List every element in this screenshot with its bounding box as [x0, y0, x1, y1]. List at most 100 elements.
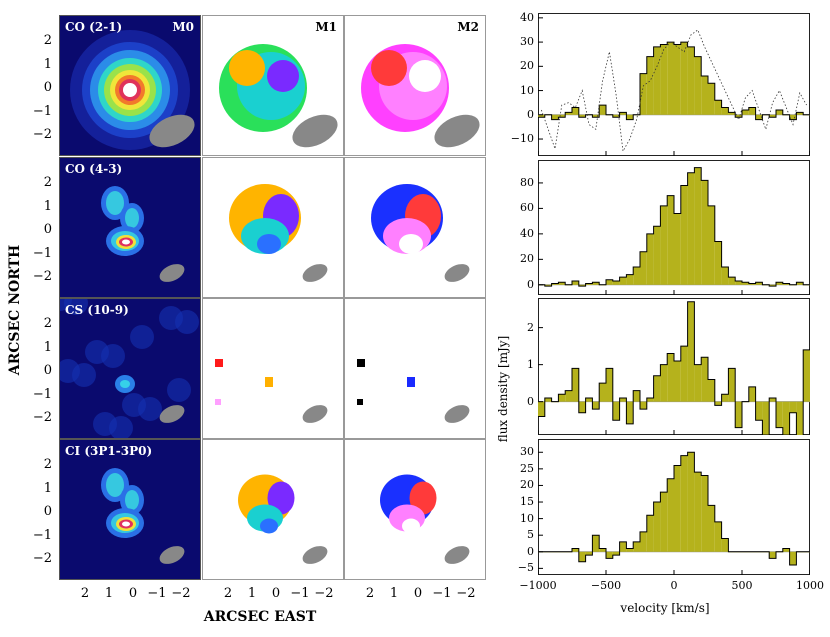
spectrum-bar [640, 251, 647, 285]
spectrum-ytick-label: 0 [527, 544, 534, 558]
spectrum-panel [538, 160, 810, 295]
spectrum-ytick-label: 80 [520, 175, 534, 189]
spectrum-bar [714, 401, 722, 406]
spectrum-bar [538, 114, 545, 118]
spectra-y-axis-title: flux density [mJy] [496, 335, 510, 443]
map-xtick-label: −1 [290, 586, 310, 601]
spectrum-xtick-label: −1000 [519, 579, 557, 592]
spectra-x-axis-title: velocity [km/s] [620, 601, 710, 615]
spectrum-panel [538, 13, 810, 156]
spectrum-bar [687, 172, 695, 285]
map-image [215, 359, 328, 423]
spectrum-bar [565, 390, 572, 402]
spectrum-bar [599, 548, 606, 552]
map-image [361, 44, 480, 148]
spectrum-bar [544, 397, 552, 402]
map-ytick-label: 1 [43, 56, 52, 72]
spectrum-bar [776, 109, 783, 115]
spectrum-ytick-label: 15 [520, 495, 534, 509]
line-label: CO (2-1) [65, 20, 123, 34]
map-image [229, 184, 328, 282]
spectrum-bar [714, 100, 722, 115]
spectrum-bar [572, 368, 579, 402]
spectrum-bar [599, 383, 606, 402]
spectrum-bar [626, 401, 634, 424]
map-ytick-label: 0 [43, 504, 52, 519]
map-panel-m0: M0 CO (2-1) [59, 15, 201, 156]
spectrum-bar [755, 401, 763, 421]
spectrum-bar [606, 368, 613, 402]
spectrum-bar [789, 401, 797, 413]
spectrum-bar [592, 535, 600, 552]
spectrum-bar [769, 397, 776, 402]
map-image [70, 30, 195, 150]
spectrum-bar [619, 277, 627, 285]
line-label: CO (4-3) [65, 162, 123, 176]
spectrum-bar [558, 114, 566, 118]
spectrum-bar [721, 394, 729, 402]
map-xtick-label: −2 [171, 586, 191, 601]
spectrum-ytick-label: 40 [520, 226, 534, 240]
spectrum-ytick-label: 30 [520, 35, 534, 49]
spectrum-bar [653, 226, 661, 285]
spectrum-bar [796, 282, 804, 285]
map-image [238, 474, 328, 564]
map-panel-m1: M1 [202, 15, 344, 156]
spectrum-bar [714, 521, 722, 552]
spectrum-bar [578, 401, 586, 413]
spectrum-bar [735, 114, 742, 118]
spectrum-bar [572, 280, 579, 285]
spectrum-panel [538, 439, 810, 575]
spectrum-ytick-label: 0 [527, 394, 534, 408]
spectrum-bar [769, 551, 776, 559]
map-xtick-label: 2 [365, 586, 375, 601]
map-image [60, 299, 199, 438]
map-panel-m1 [202, 439, 344, 580]
spectrum-bar [708, 83, 715, 115]
column-label: M1 [315, 20, 337, 34]
spectrum-bar [572, 107, 579, 115]
map-ytick-label: −1 [32, 245, 52, 261]
map-xtick-label: −1 [432, 586, 452, 601]
map-ytick-label: 1 [43, 480, 52, 496]
spectrum-bar [789, 114, 797, 120]
spectrum-bar [646, 233, 654, 285]
spectrum-ytick-label: 10 [520, 83, 534, 97]
spectrum-panel [538, 298, 810, 435]
spectrum-bar [728, 112, 736, 115]
map-ytick-label: 0 [43, 363, 52, 378]
spectrum-bar [653, 375, 661, 402]
spectrum-bar [619, 541, 627, 552]
spectrum-bar [680, 455, 688, 552]
spectrum-bar [640, 73, 647, 115]
map-image [219, 44, 338, 148]
spectrum-bar [646, 397, 654, 402]
spectrum-bar [762, 401, 770, 435]
spectrum-step-line [538, 41, 810, 121]
spectrum-bar [606, 279, 613, 285]
spectrum-bar [701, 76, 708, 115]
map-image [101, 186, 185, 282]
spectrum-bar [680, 185, 688, 285]
map-xtick-label: 0 [413, 586, 423, 601]
spectrum-bar [721, 107, 729, 115]
spectrum-bar [558, 394, 566, 402]
spectrum-bar [701, 357, 708, 402]
spectrum-bar [626, 274, 634, 285]
spectrum-bar [721, 538, 729, 552]
spectrum-bar [538, 401, 545, 417]
spectrum-bar [735, 401, 742, 428]
spectrum-bar [667, 478, 674, 552]
map-xtick-label: −1 [147, 586, 167, 601]
map-panel-m2 [344, 439, 486, 580]
spectrum-bar [708, 505, 715, 552]
spectrum-bar [646, 56, 654, 115]
spectrum-bar [599, 105, 606, 115]
line-label: CI (3P1-3P0) [65, 444, 153, 458]
spectrum-ytick-label: 10 [520, 511, 534, 525]
map-ytick-label: −2 [32, 551, 52, 566]
spectrum-bar [748, 107, 756, 115]
spectrum-bar [694, 56, 702, 115]
spectrum-bar [708, 379, 715, 402]
spectrum-ytick-label: 2 [527, 320, 534, 334]
